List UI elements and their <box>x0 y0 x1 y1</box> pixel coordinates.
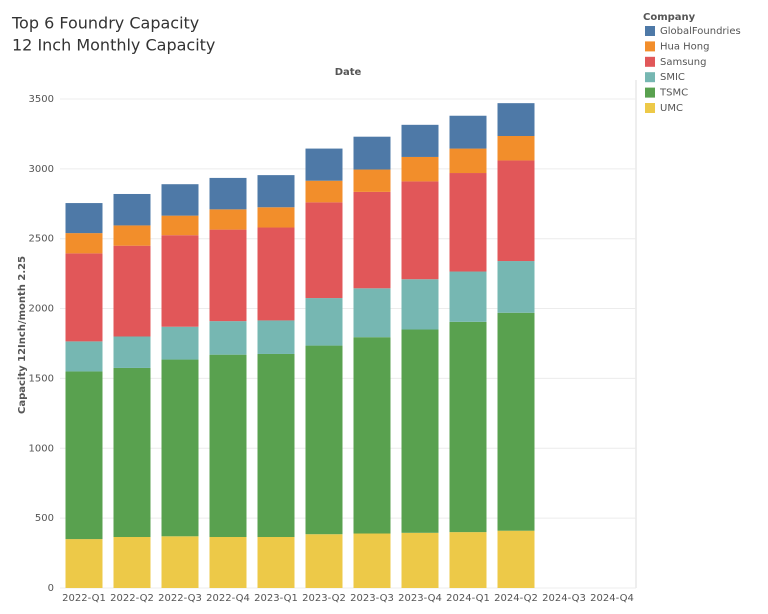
bar-segment <box>353 533 391 588</box>
legend-swatch <box>645 103 655 113</box>
y-axis-label: Capacity 12Inch/month 2.25 <box>17 256 28 414</box>
x-tick-label: 2024-Q1 <box>446 593 490 604</box>
bar-segment <box>449 321 487 533</box>
legend-title: Company <box>643 12 696 23</box>
bar-segment <box>449 173 487 272</box>
bar-segment <box>497 261 535 313</box>
x-tick-label: 2023-Q2 <box>302 593 346 604</box>
x-tick-label: 2022-Q2 <box>110 593 154 604</box>
bar-segment <box>401 156 439 182</box>
bar-segment <box>305 148 343 181</box>
x-tick-label: 2023-Q1 <box>254 593 298 604</box>
bar-segment <box>353 191 391 289</box>
x-tick-label: 2023-Q3 <box>350 593 394 604</box>
y-tick-label: 3000 <box>29 164 54 175</box>
bar-segment <box>449 115 487 149</box>
bar-segment <box>401 329 439 533</box>
legend-label: Samsung <box>660 57 706 68</box>
legend-label: SMIC <box>660 72 685 83</box>
bar-segment <box>353 288 391 338</box>
bar-segment <box>65 371 103 540</box>
bar-segment <box>257 353 295 538</box>
bar-segment <box>497 160 535 262</box>
y-tick-label: 2000 <box>29 304 54 315</box>
bar-segment <box>161 215 199 236</box>
legend-swatch <box>645 72 655 83</box>
y-tick-label: 1500 <box>29 373 54 384</box>
x-tick-label: 2022-Q3 <box>158 593 202 604</box>
bar-segment <box>65 341 103 372</box>
bar-segment <box>161 359 199 537</box>
y-tick-label: 2500 <box>29 234 54 245</box>
bar-segment <box>209 209 247 230</box>
y-tick-label: 0 <box>48 583 54 594</box>
x-tick-label: 2024-Q2 <box>494 593 538 604</box>
bar-segment <box>257 227 295 321</box>
y-tick-label: 500 <box>35 513 54 524</box>
bar-segment <box>401 124 439 157</box>
bar-segment <box>65 233 103 254</box>
legend-label: UMC <box>660 103 683 114</box>
bar-segment <box>353 337 391 534</box>
bar-segment <box>65 539 103 588</box>
x-tick-label: 2023-Q4 <box>398 593 442 604</box>
bar-segment <box>449 148 487 174</box>
legend-swatch <box>645 41 655 52</box>
bar-segment <box>209 537 247 588</box>
bar-segment <box>401 279 439 330</box>
bar-segment <box>257 537 295 588</box>
bar-segment <box>497 103 535 136</box>
bar-segment <box>257 320 295 354</box>
bar-segment <box>353 136 391 170</box>
bar-segment <box>209 177 247 210</box>
bar-segment <box>113 225 151 246</box>
bar-segment <box>401 181 439 280</box>
chart-title: Top 6 Foundry Capacity <box>11 14 199 33</box>
bar-segment <box>113 336 151 368</box>
bar-segment <box>497 530 535 588</box>
bar-segment <box>113 245 151 337</box>
legend-label: TSMC <box>659 88 688 99</box>
bar-segment <box>305 202 343 299</box>
bar-segment <box>257 175 295 208</box>
bar-segment <box>113 537 151 588</box>
bar-segment <box>161 326 199 360</box>
bar-segment <box>305 534 343 588</box>
bar-segment <box>161 536 199 588</box>
legend-label: GlobalFoundries <box>660 26 741 37</box>
bar-segment <box>305 298 343 346</box>
bar-segment <box>257 207 295 228</box>
bar-segment <box>209 229 247 322</box>
bar-segment <box>65 253 103 342</box>
x-header: Date <box>335 67 362 78</box>
y-tick-label: 1000 <box>29 443 54 454</box>
bar-segment <box>497 135 535 161</box>
legend-swatch <box>645 56 655 67</box>
bar-segment <box>209 321 247 355</box>
bar-segment <box>497 312 535 531</box>
bar-segment <box>161 184 199 216</box>
bar-segment <box>449 532 487 588</box>
chart-subtitle: 12 Inch Monthly Capacity <box>12 36 215 55</box>
legend-swatch <box>645 87 655 98</box>
bar-segment <box>305 180 343 203</box>
bar-segment <box>209 354 247 538</box>
bar-segment <box>401 532 439 588</box>
bar-segment <box>353 169 391 192</box>
x-tick-label: 2024-Q3 <box>542 593 586 604</box>
x-tick-label: 2024-Q4 <box>590 593 634 604</box>
x-tick-label: 2022-Q1 <box>62 593 106 604</box>
x-tick-label: 2022-Q4 <box>206 593 250 604</box>
legend-label: Hua Hong <box>660 41 710 52</box>
bar-segment <box>161 235 199 327</box>
bar-segment <box>113 193 151 226</box>
bar-segment <box>113 367 151 538</box>
bar-segment <box>65 203 103 234</box>
y-tick-label: 3500 <box>29 94 54 105</box>
bar-segment <box>449 271 487 322</box>
legend-swatch <box>645 26 655 36</box>
bar-segment <box>305 345 343 535</box>
